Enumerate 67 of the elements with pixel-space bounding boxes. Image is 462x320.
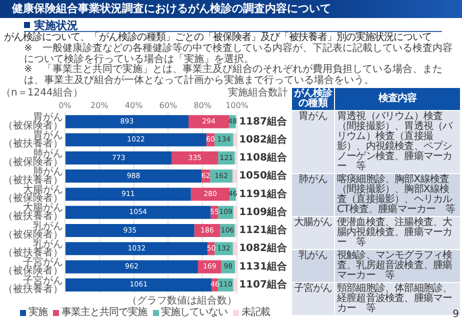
text: がん検診の種類 [292,88,334,110]
bar [233,278,237,292]
text: ※ 一般健康診査などの各種健診等の中で検査している内容が、下記表に記載している検査内容について検診を行っている場合は「実施」を選択。 [24,43,454,64]
y-tick-label: 大腸がん（被扶養者） [3,202,63,222]
text: 1187組合 [239,115,288,128]
text: 1082組合 [239,133,288,146]
y-tick-label: 肺がん（被扶養者） [3,165,63,186]
x-tick-label: 40% [124,100,144,110]
x-tick-label: 80% [194,100,212,110]
bar [66,206,211,219]
legend-label: 実施 [28,307,48,319]
text: ※ 「事業主と共同で実施」とは、事業主及び組合のそれぞれが費用負担している場合、または、事業主及び組合が一体となって計画から実施まで行っている場合をいう。 [24,64,444,86]
text: 1108組合 [239,152,288,164]
x-tick-label: 20% [90,100,109,110]
text: 検査内容 [334,88,460,110]
text: 1131組合 [239,260,288,272]
text: 頸部細胞診、体部細胞診、経膣超音波検査、腫瘍マーカー 等 [337,283,452,314]
bar [66,260,198,274]
legend-label: 未記載 [241,307,270,319]
y-tick-label: 胃がん（被扶養者） [3,130,63,150]
text: 1107組合 [239,278,288,291]
text: 実施組合数計 [228,86,288,99]
text: 大腸がん [292,216,334,250]
text: 胃透視（バリウム）検査（間接撮影）、胃透視（バリウム）検査（直接撮影）、内視鏡検査、ペプシノーゲン検査、腫瘍マーカー 等 [334,110,460,174]
text: （グラフ数値は組合数） [127,294,237,307]
y-tick-label: 胃がん（被保険者） [3,112,63,132]
bar [66,133,206,146]
y-tick-label: 乳がん（被保険者） [3,220,63,240]
chart-title: 健康保険組合事業状況調査におけるがん検診の調査内容について [12,2,331,15]
text: 肺がん [292,174,334,216]
text: 1050組合 [239,170,288,182]
bar [66,188,191,201]
bar [66,224,194,238]
text: 胃がん [292,110,334,174]
bar [233,133,237,146]
text: 9 [452,309,459,320]
text: 1082組合 [239,242,288,254]
text: 1121組合 [239,224,288,236]
text: 1191組合 [239,188,288,200]
y-tick-label: 肺がん（被保険者） [3,147,63,168]
bar [190,188,230,201]
chart-subtitle: 実施状況 [34,18,78,32]
text: がん検診について、「がん検診の種類」ごとの「被保険者」及び「被扶養者」別の実施状況について [4,32,432,43]
bar [232,242,237,256]
text: 子宮がん [292,282,334,316]
text: （n＝1244組合） [1,86,83,99]
bar [232,170,237,183]
x-tick-label: 60% [159,100,178,110]
legend-label: 実施していない [160,307,228,319]
y-tick-label: 子宮がん（被扶養者） [3,274,63,295]
bar [188,115,230,128]
bar [66,151,172,164]
text: 1109組合 [239,206,288,218]
y-tick-label: 大腸がん（被保険者） [3,184,63,204]
bar [66,242,208,256]
bar [172,151,218,164]
x-tick-label: 100% [226,100,249,110]
x-tick-label: 0% [58,100,72,110]
bar [66,278,212,292]
text: 便潜血検査、注腸検査、大腸内視鏡検査、腫瘍マーカー 等 [334,216,460,250]
text: 喀痰細胞診、胸部X線検査（間接撮影）、胸部X線検査（直接撮影）、ヘリカルCT検査、腫瘍マーカー 等 [334,174,460,216]
bar [66,115,188,128]
bar [233,206,237,219]
text: 乳がん [292,250,334,282]
text: 視触診、マンモグラフィ検査、乳房超音波検査、腫瘍マーカー 等 [334,250,460,282]
legend-label: 事業主と共同で実施 [61,307,147,319]
bar [66,170,202,183]
